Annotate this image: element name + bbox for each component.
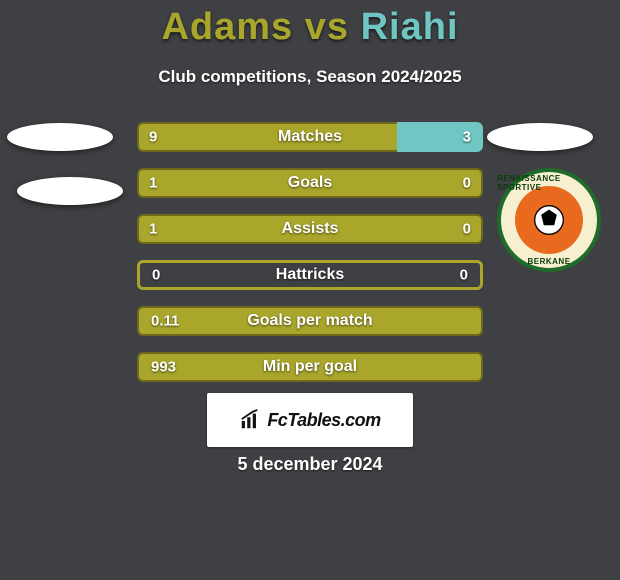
date-text: 5 december 2024 <box>237 454 382 475</box>
decor-ellipse-3 <box>487 123 593 151</box>
stat-left-value: 0 <box>152 267 160 284</box>
stat-row: 0.11 Goals per match <box>137 306 483 336</box>
stat-label: Min per goal <box>263 358 357 376</box>
team-crest-right: RENAISSANCE SPORTIVE BERKANE <box>497 168 601 272</box>
stat-row: 1 Goals 0 <box>137 168 483 198</box>
stat-label: Assists <box>282 220 339 238</box>
stat-row: 993 Min per goal <box>137 352 483 382</box>
stat-row: 1 Assists 0 <box>137 214 483 244</box>
stat-left-value: 9 <box>149 129 157 146</box>
stat-label: Goals <box>288 174 332 192</box>
stat-left-value: 993 <box>151 359 176 376</box>
stat-row: 9 Matches 3 <box>137 122 483 152</box>
stat-left-value: 0.11 <box>151 313 179 330</box>
crest-text-bottom: BERKANE <box>527 257 570 266</box>
stat-right-value: 0 <box>460 267 468 284</box>
stat-label: Matches <box>278 128 342 146</box>
subtitle: Club competitions, Season 2024/2025 <box>0 67 620 87</box>
stat-rows: 9 Matches 3 1 Goals 0 1 Assists 0 0 Hattricks 0 0.11… <box>137 122 483 398</box>
stat-right-value: 3 <box>463 129 471 146</box>
stat-left-value: 1 <box>149 175 157 192</box>
chart-icon <box>239 409 261 431</box>
stat-right-value: 0 <box>463 175 471 192</box>
decor-ellipse-2 <box>17 177 123 205</box>
stat-label: Hattricks <box>276 266 344 284</box>
stat-label: Goals per match <box>247 312 372 330</box>
stat-left-value: 1 <box>149 221 157 238</box>
stat-right-value: 0 <box>463 221 471 238</box>
crest-ball-icon <box>523 194 575 246</box>
stat-row: 0 Hattricks 0 <box>137 260 483 290</box>
comparison-title: Adams vs Riahi <box>0 0 620 49</box>
decor-ellipse-1 <box>7 123 113 151</box>
fctables-text: FcTables.com <box>267 410 380 431</box>
fctables-watermark: FcTables.com <box>207 393 413 447</box>
crest-text-top: RENAISSANCE SPORTIVE <box>497 174 601 192</box>
